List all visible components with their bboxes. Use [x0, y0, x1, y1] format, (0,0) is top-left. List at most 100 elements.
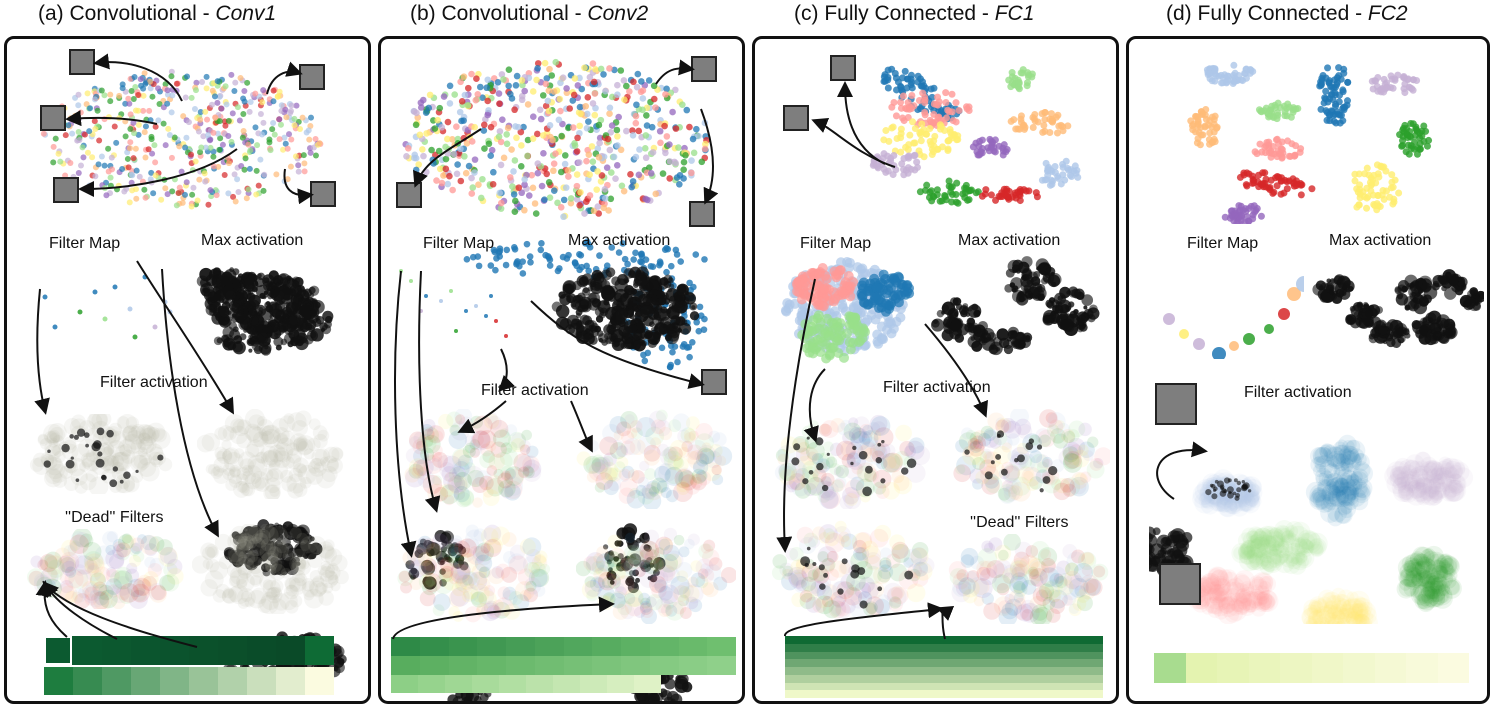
activation-point	[307, 549, 317, 559]
scatter-point	[481, 145, 488, 152]
scatter-point	[474, 90, 482, 98]
faded-point	[702, 548, 720, 567]
faded-point	[241, 464, 254, 477]
activation-point	[950, 320, 963, 333]
scatter-point	[964, 196, 972, 204]
heatmap-cell	[102, 636, 131, 665]
faded-point	[591, 560, 605, 574]
faded-point	[276, 542, 288, 554]
scatter-point	[202, 108, 209, 115]
scatter-point	[533, 76, 540, 84]
scatter-point	[1040, 121, 1048, 129]
faded-point	[231, 551, 247, 567]
faded-point	[334, 569, 349, 585]
scatter-point	[899, 92, 907, 100]
scatter-point	[520, 123, 527, 131]
scatter-point	[581, 64, 588, 72]
heatmap-cell	[445, 675, 472, 693]
faded-point	[477, 430, 497, 449]
filter-patch-thumbnail	[299, 64, 325, 90]
faded-point	[58, 554, 77, 573]
faded-point	[229, 466, 241, 478]
scatter-point	[1053, 129, 1061, 137]
faded-point	[606, 562, 619, 575]
scatter-point	[205, 131, 212, 138]
scatter-point	[536, 106, 544, 114]
scatter-point	[942, 89, 950, 97]
faded-point	[650, 437, 662, 449]
scatter-point	[217, 135, 224, 142]
faded-point	[674, 469, 694, 489]
scatter-point	[109, 166, 116, 173]
scatter-point	[276, 136, 283, 143]
faded-point	[270, 579, 284, 594]
scatter-point	[130, 155, 137, 162]
faded-point	[656, 409, 668, 422]
faded-point	[314, 448, 331, 464]
faded-point	[500, 465, 515, 481]
scatter-point	[662, 149, 669, 157]
activation-point	[601, 339, 608, 346]
faded-point	[654, 465, 671, 483]
scatter-point	[641, 145, 649, 152]
faded-point	[531, 568, 550, 587]
scatter-point	[534, 169, 542, 177]
scatter-point	[137, 76, 144, 83]
faded-point	[44, 430, 58, 444]
faded-point	[442, 455, 462, 475]
faded-point	[244, 535, 258, 549]
scatter-point	[1023, 82, 1031, 90]
scatter-point	[676, 180, 683, 188]
faded-point	[280, 567, 292, 579]
scatter-point	[146, 107, 153, 114]
faded-point	[264, 484, 281, 501]
faded-point	[29, 457, 44, 472]
scatter-point	[201, 170, 208, 177]
faded-point	[328, 446, 344, 462]
scatter-point	[50, 159, 57, 166]
activation-point	[578, 296, 592, 310]
faded-point	[463, 586, 479, 602]
faded-point	[240, 590, 253, 603]
scatter-point	[824, 350, 835, 361]
faded-point	[87, 559, 98, 571]
scatter-point	[77, 162, 84, 169]
faded-point	[433, 593, 451, 611]
scatter-point	[176, 143, 183, 150]
scatter-point	[252, 124, 259, 131]
scatter-point	[273, 171, 280, 178]
faded-point	[604, 467, 619, 482]
activation-point	[199, 278, 209, 288]
faded-point	[470, 591, 484, 606]
faded-point	[602, 424, 621, 443]
faded-point	[299, 559, 310, 570]
scatter-point	[952, 99, 960, 107]
faded-point	[292, 462, 307, 477]
faded-point	[50, 445, 61, 456]
scatter-point	[197, 116, 204, 123]
faded-point	[117, 476, 130, 490]
heatmap-cell	[678, 637, 708, 656]
faded-point	[638, 476, 649, 488]
faded-point	[450, 560, 471, 581]
faded-point	[54, 547, 71, 564]
scatter-point	[780, 305, 791, 316]
faded-point	[462, 591, 474, 603]
faded-point	[301, 580, 319, 598]
scatter-point	[571, 142, 579, 149]
faded-point	[685, 416, 700, 430]
scatter-point	[1074, 173, 1082, 181]
filter-patch-thumbnail	[69, 49, 95, 75]
panel-d-prefix: (d) Fully Connected -	[1166, 2, 1368, 25]
faded-point	[254, 528, 271, 545]
panel-conv1: Filter Map Max activation Filter activat…	[4, 36, 371, 704]
faded-point	[645, 596, 657, 608]
faded-point	[463, 537, 480, 554]
faded-point	[70, 531, 86, 547]
faded-point	[319, 566, 335, 582]
faded-point	[313, 433, 328, 449]
faded-point	[251, 564, 265, 578]
faded-point	[491, 526, 511, 546]
faded-point	[112, 451, 133, 472]
activation-point	[628, 553, 642, 566]
